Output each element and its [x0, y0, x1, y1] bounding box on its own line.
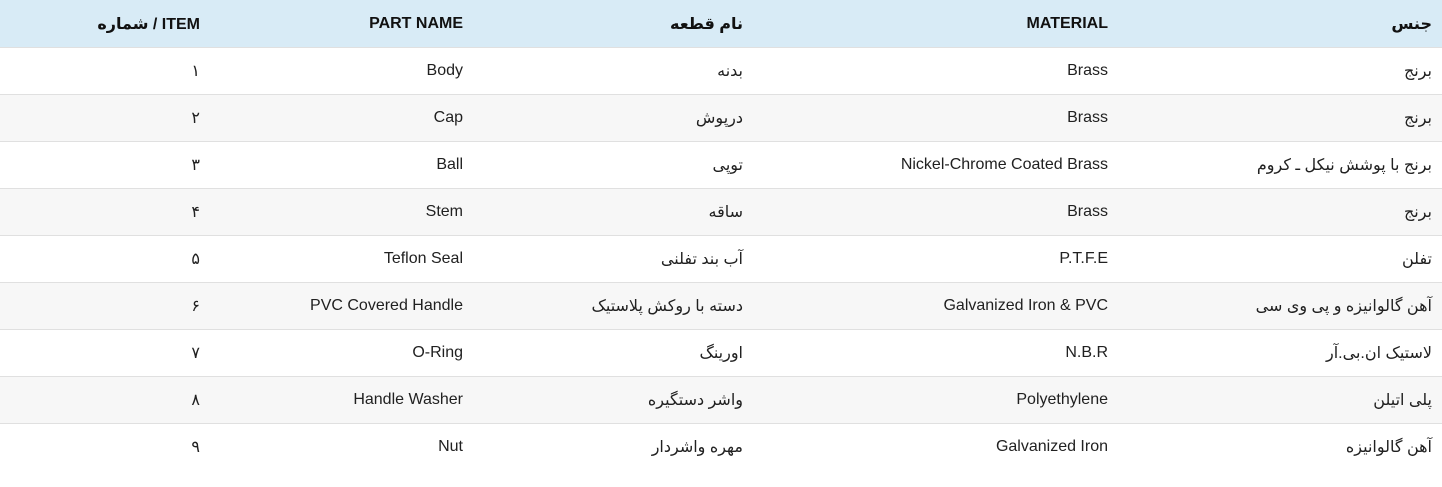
cell-item: ۳	[0, 141, 210, 189]
cell-material-fa: برنج	[1118, 47, 1442, 95]
cell-part-name-fa: ساقه	[473, 188, 753, 236]
table-row: ۵ Teflon Seal آب بند تفلنی P.T.F.E تفلن	[0, 235, 1442, 283]
table-row: ۱ Body بدنه Brass برنج	[0, 47, 1442, 95]
cell-part-name: Handle Washer	[210, 376, 473, 424]
cell-item: ۸	[0, 376, 210, 424]
cell-part-name-fa: اورینگ	[473, 329, 753, 377]
parts-spec-table: شماره / ITEM PART NAME نام قطعه MATERIAL…	[0, 0, 1442, 470]
cell-material-fa: آهن گالوانیزه	[1118, 423, 1442, 470]
column-header-material: MATERIAL	[753, 0, 1118, 48]
table-body: ۱ Body بدنه Brass برنج ۲ Cap درپوش Brass…	[0, 47, 1442, 470]
cell-part-name-fa: درپوش	[473, 94, 753, 142]
cell-part-name: Stem	[210, 188, 473, 236]
cell-material: Polyethylene	[753, 376, 1118, 424]
column-header-part-name-fa: نام قطعه	[473, 0, 753, 48]
cell-material-fa: برنج	[1118, 188, 1442, 236]
cell-material-fa: آهن گالوانیزه و پی وی سی	[1118, 282, 1442, 330]
cell-item: ۹	[0, 423, 210, 470]
table-row: ۴ Stem ساقه Brass برنج	[0, 188, 1442, 236]
cell-part-name: Teflon Seal	[210, 235, 473, 283]
cell-material: P.T.F.E	[753, 235, 1118, 283]
cell-material-fa: برنج	[1118, 94, 1442, 142]
column-header-item: شماره / ITEM	[0, 0, 210, 48]
cell-material: Galvanized Iron & PVC	[753, 282, 1118, 330]
table-row: ۹ Nut مهره واشردار Galvanized Iron آهن گ…	[0, 423, 1442, 470]
cell-part-name: Nut	[210, 423, 473, 470]
cell-item: ۶	[0, 282, 210, 330]
table-row: ۸ Handle Washer واشر دستگیره Polyethylen…	[0, 376, 1442, 424]
cell-part-name-fa: آب بند تفلنی	[473, 235, 753, 283]
table-header: شماره / ITEM PART NAME نام قطعه MATERIAL…	[0, 0, 1442, 48]
cell-material: Galvanized Iron	[753, 423, 1118, 470]
cell-part-name-fa: مهره واشردار	[473, 423, 753, 470]
cell-item: ۱	[0, 47, 210, 95]
cell-part-name: Body	[210, 47, 473, 95]
cell-material-fa: برنج با پوشش نیکل ـ کروم	[1118, 141, 1442, 189]
cell-part-name: O-Ring	[210, 329, 473, 377]
cell-material-fa: پلی اتیلن	[1118, 376, 1442, 424]
cell-part-name-fa: واشر دستگیره	[473, 376, 753, 424]
cell-part-name-fa: توپی	[473, 141, 753, 189]
cell-material: N.B.R	[753, 329, 1118, 377]
table-row: ۶ PVC Covered Handle دسته با روکش پلاستی…	[0, 282, 1442, 330]
cell-material: Brass	[753, 47, 1118, 95]
cell-material: Brass	[753, 94, 1118, 142]
cell-part-name-fa: بدنه	[473, 47, 753, 95]
cell-material: Nickel-Chrome Coated Brass	[753, 141, 1118, 189]
cell-part-name: PVC Covered Handle	[210, 282, 473, 330]
cell-part-name: Ball	[210, 141, 473, 189]
cell-material: Brass	[753, 188, 1118, 236]
table-row: ۷ O-Ring اورینگ N.B.R لاستیک ان.بی.آر	[0, 329, 1442, 377]
cell-material-fa: تفلن	[1118, 235, 1442, 283]
cell-part-name-fa: دسته با روکش پلاستیک	[473, 282, 753, 330]
column-header-part-name: PART NAME	[210, 0, 473, 48]
cell-item: ۵	[0, 235, 210, 283]
cell-part-name: Cap	[210, 94, 473, 142]
table-row: ۳ Ball توپی Nickel-Chrome Coated Brass ب…	[0, 141, 1442, 189]
header-row: شماره / ITEM PART NAME نام قطعه MATERIAL…	[0, 0, 1442, 48]
column-header-material-fa: جنس	[1118, 0, 1442, 48]
cell-item: ۷	[0, 329, 210, 377]
cell-item: ۲	[0, 94, 210, 142]
cell-material-fa: لاستیک ان.بی.آر	[1118, 329, 1442, 377]
cell-item: ۴	[0, 188, 210, 236]
table-row: ۲ Cap درپوش Brass برنج	[0, 94, 1442, 142]
